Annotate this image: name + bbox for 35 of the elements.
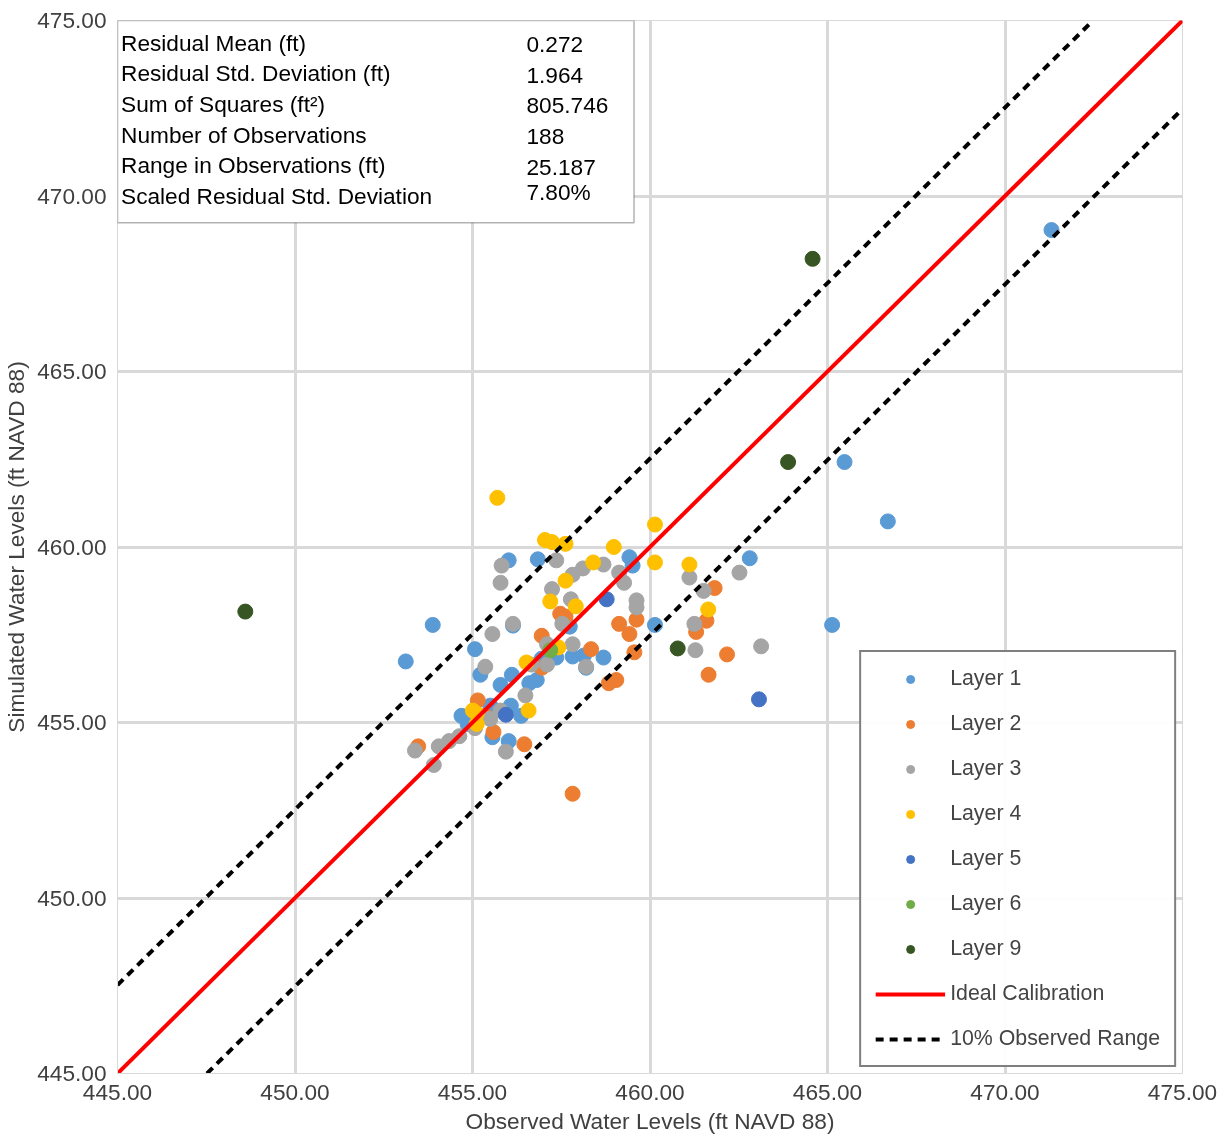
annotation: 805.746 [526,92,609,119]
x-tick-label: 455.00 [437,1078,508,1105]
annotation: Scaled Residual Std. Deviation [121,182,433,209]
legend-label: 10% Observed Range [950,1026,1160,1051]
y-axis-title: Simulated Water Levels (ft NAVD 88) [3,361,30,733]
legend-label: Layer 2 [950,711,1022,736]
annotation: 25.187 [526,153,596,180]
x-tick-label: 450.00 [260,1078,330,1105]
annotation: 7.80% [526,179,591,206]
legend-label: Layer 3 [950,756,1022,781]
annotation: Range in Observations (ft) [121,152,386,179]
y-tick-label: 475.00 [37,7,107,33]
x-tick-label: 460.00 [615,1078,685,1105]
x-tick-label: 470.00 [970,1078,1040,1105]
legend-label: Ideal Calibration [950,981,1105,1006]
y-tick-label: 455.00 [37,709,107,735]
y-tick-label: 450.00 [37,884,107,911]
legend-label: Layer 5 [950,846,1022,871]
y-tick-label: 465.00 [37,358,107,384]
x-tick-label: 465.00 [792,1078,863,1105]
x-tick-label: 475.00 [1147,1078,1218,1105]
legend-label: Layer 9 [950,936,1022,961]
annotation: Residual Std. Deviation (ft) [121,60,391,87]
annotation: Sum of Squares (ft²) [121,91,326,118]
annotation: Residual Mean (ft) [121,29,307,56]
annotation: 0.272 [526,31,584,58]
annotation: 1.964 [526,61,584,88]
legend-label: Layer 4 [950,801,1022,826]
x-axis-title: Observed Water Levels (ft NAVD 88) [465,1107,835,1134]
legend-label: Layer 1 [950,666,1022,691]
legend-label: Layer 6 [950,891,1022,916]
y-tick-label: 470.00 [37,182,107,209]
y-tick-label: 460.00 [37,533,107,560]
annotation: Number of Observations [121,121,367,148]
annotation: 188 [526,122,565,149]
